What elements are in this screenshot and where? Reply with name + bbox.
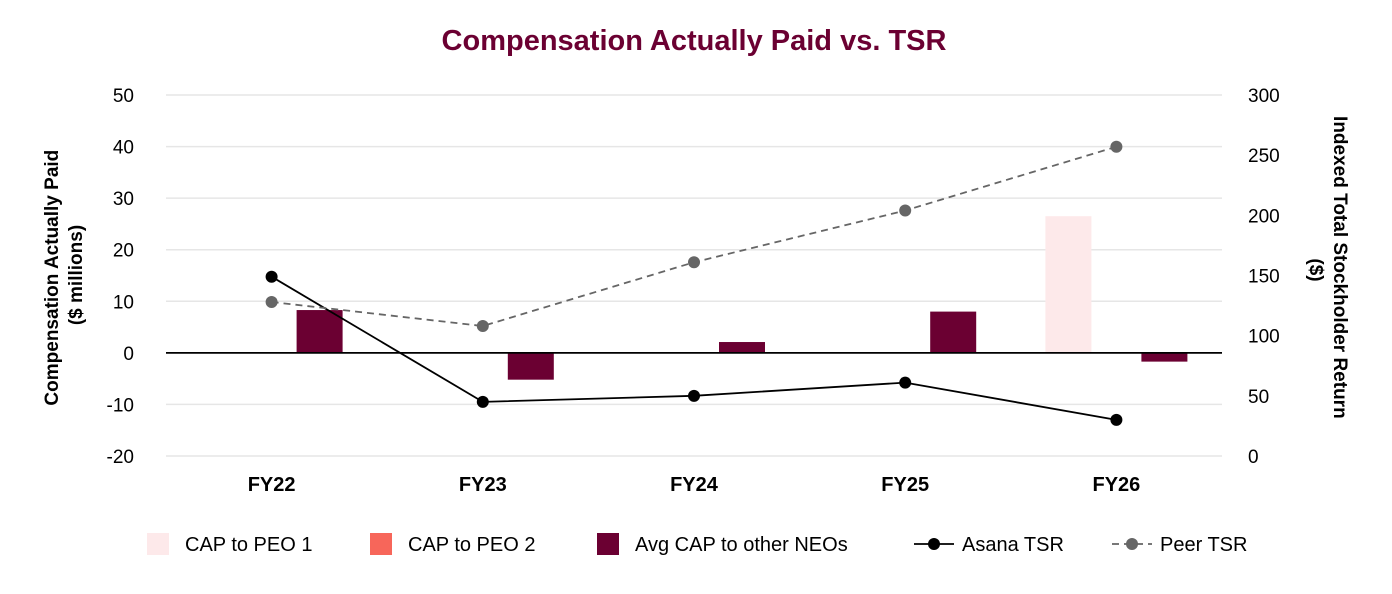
category-label: FY22 [248,474,296,496]
peer-tsr-point [265,295,278,308]
bars [296,216,1188,380]
y-tick-label: -10 [107,395,134,416]
bar-avg-cap-to-other-neos [1141,352,1188,362]
peer-tsr-point [899,204,912,217]
y-tick-label: 30 [113,189,134,210]
y2-tick-label: 300 [1248,86,1280,107]
y-tick-label: 40 [113,138,134,159]
bar-avg-cap-to-other-neos [507,352,554,380]
legend-swatch-avg-cap-to-other-neos [597,533,619,555]
bar-avg-cap-to-other-neos [719,342,765,353]
category-label: FY24 [670,474,719,496]
legend-label-peer-tsr: Peer TSR [1160,534,1247,556]
left-axis-title-line-1: Compensation Actually Paid [42,150,63,406]
tsr-lines [265,140,1123,426]
right-axis-title: Indexed Total Stockholder Return ($) [1305,116,1350,424]
legend: CAP to PEO 1 CAP to PEO 2 Avg CAP to other… [147,533,1247,556]
y2-tick-label: 50 [1248,387,1269,408]
peer-tsr-point [476,320,489,333]
y-tick-label: 20 [113,241,134,262]
legend-swatch-cap-to-peo-1 [147,533,169,555]
y2-tick-label: 200 [1248,206,1280,227]
category-label: FY25 [881,474,929,496]
legend-swatch-cap-to-peo-2 [370,533,392,555]
y2-tick-label: 0 [1248,447,1259,468]
right-axis-title-line-2: ($) [1305,258,1326,281]
asana-tsr-point [688,389,700,402]
y2-tick-label: 100 [1248,327,1280,348]
chart-title: Compensation Actually Paid vs. TSR [442,25,947,57]
left-axis-title: Compensation Actually Paid ($ millions) [42,144,87,405]
legend-label-asana-tsr: Asana TSR [962,534,1064,556]
peer-tsr-line [271,145,1117,327]
bar-cap-to-peo-1 [1045,216,1092,353]
peer-tsr-point [688,256,700,269]
left-axis-title-line-2: ($ millions) [66,225,87,325]
bar-avg-cap-to-other-neos [930,311,977,353]
legend-label-avg-cap-to-other-neos: Avg CAP to other NEOs [635,534,848,556]
category-labels: FY22 FY23 FY24 FY25 FY26 [248,474,1141,496]
asana-tsr-point [476,395,489,408]
y-tick-label: -20 [107,447,134,468]
y2-tick-label: 250 [1248,146,1280,167]
left-axis-ticks: 50 40 30 20 10 0 -10 -20 [107,86,134,468]
y-tick-label: 0 [123,344,134,365]
y2-tick-label: 150 [1248,267,1280,288]
asana-tsr-point [265,270,278,283]
legend-label-cap-to-peo-2: CAP to PEO 2 [408,534,535,556]
category-label: FY23 [459,474,507,496]
legend-marker-peer-tsr [1126,538,1138,550]
right-axis-ticks: 300 250 200 150 100 50 0 [1248,86,1280,468]
legend-label-cap-to-peo-1: CAP to PEO 1 [185,534,312,556]
peer-tsr-point [1110,140,1123,153]
y-tick-label: 50 [113,86,134,107]
y-tick-label: 10 [113,292,134,313]
legend-marker-asana-tsr [928,538,940,550]
category-label: FY26 [1092,474,1140,496]
right-axis-title-line-1: Indexed Total Stockholder Return [1329,116,1350,419]
asana-tsr-point [899,376,912,389]
asana-tsr-point [1110,413,1123,426]
bar-avg-cap-to-other-neos [296,310,343,353]
